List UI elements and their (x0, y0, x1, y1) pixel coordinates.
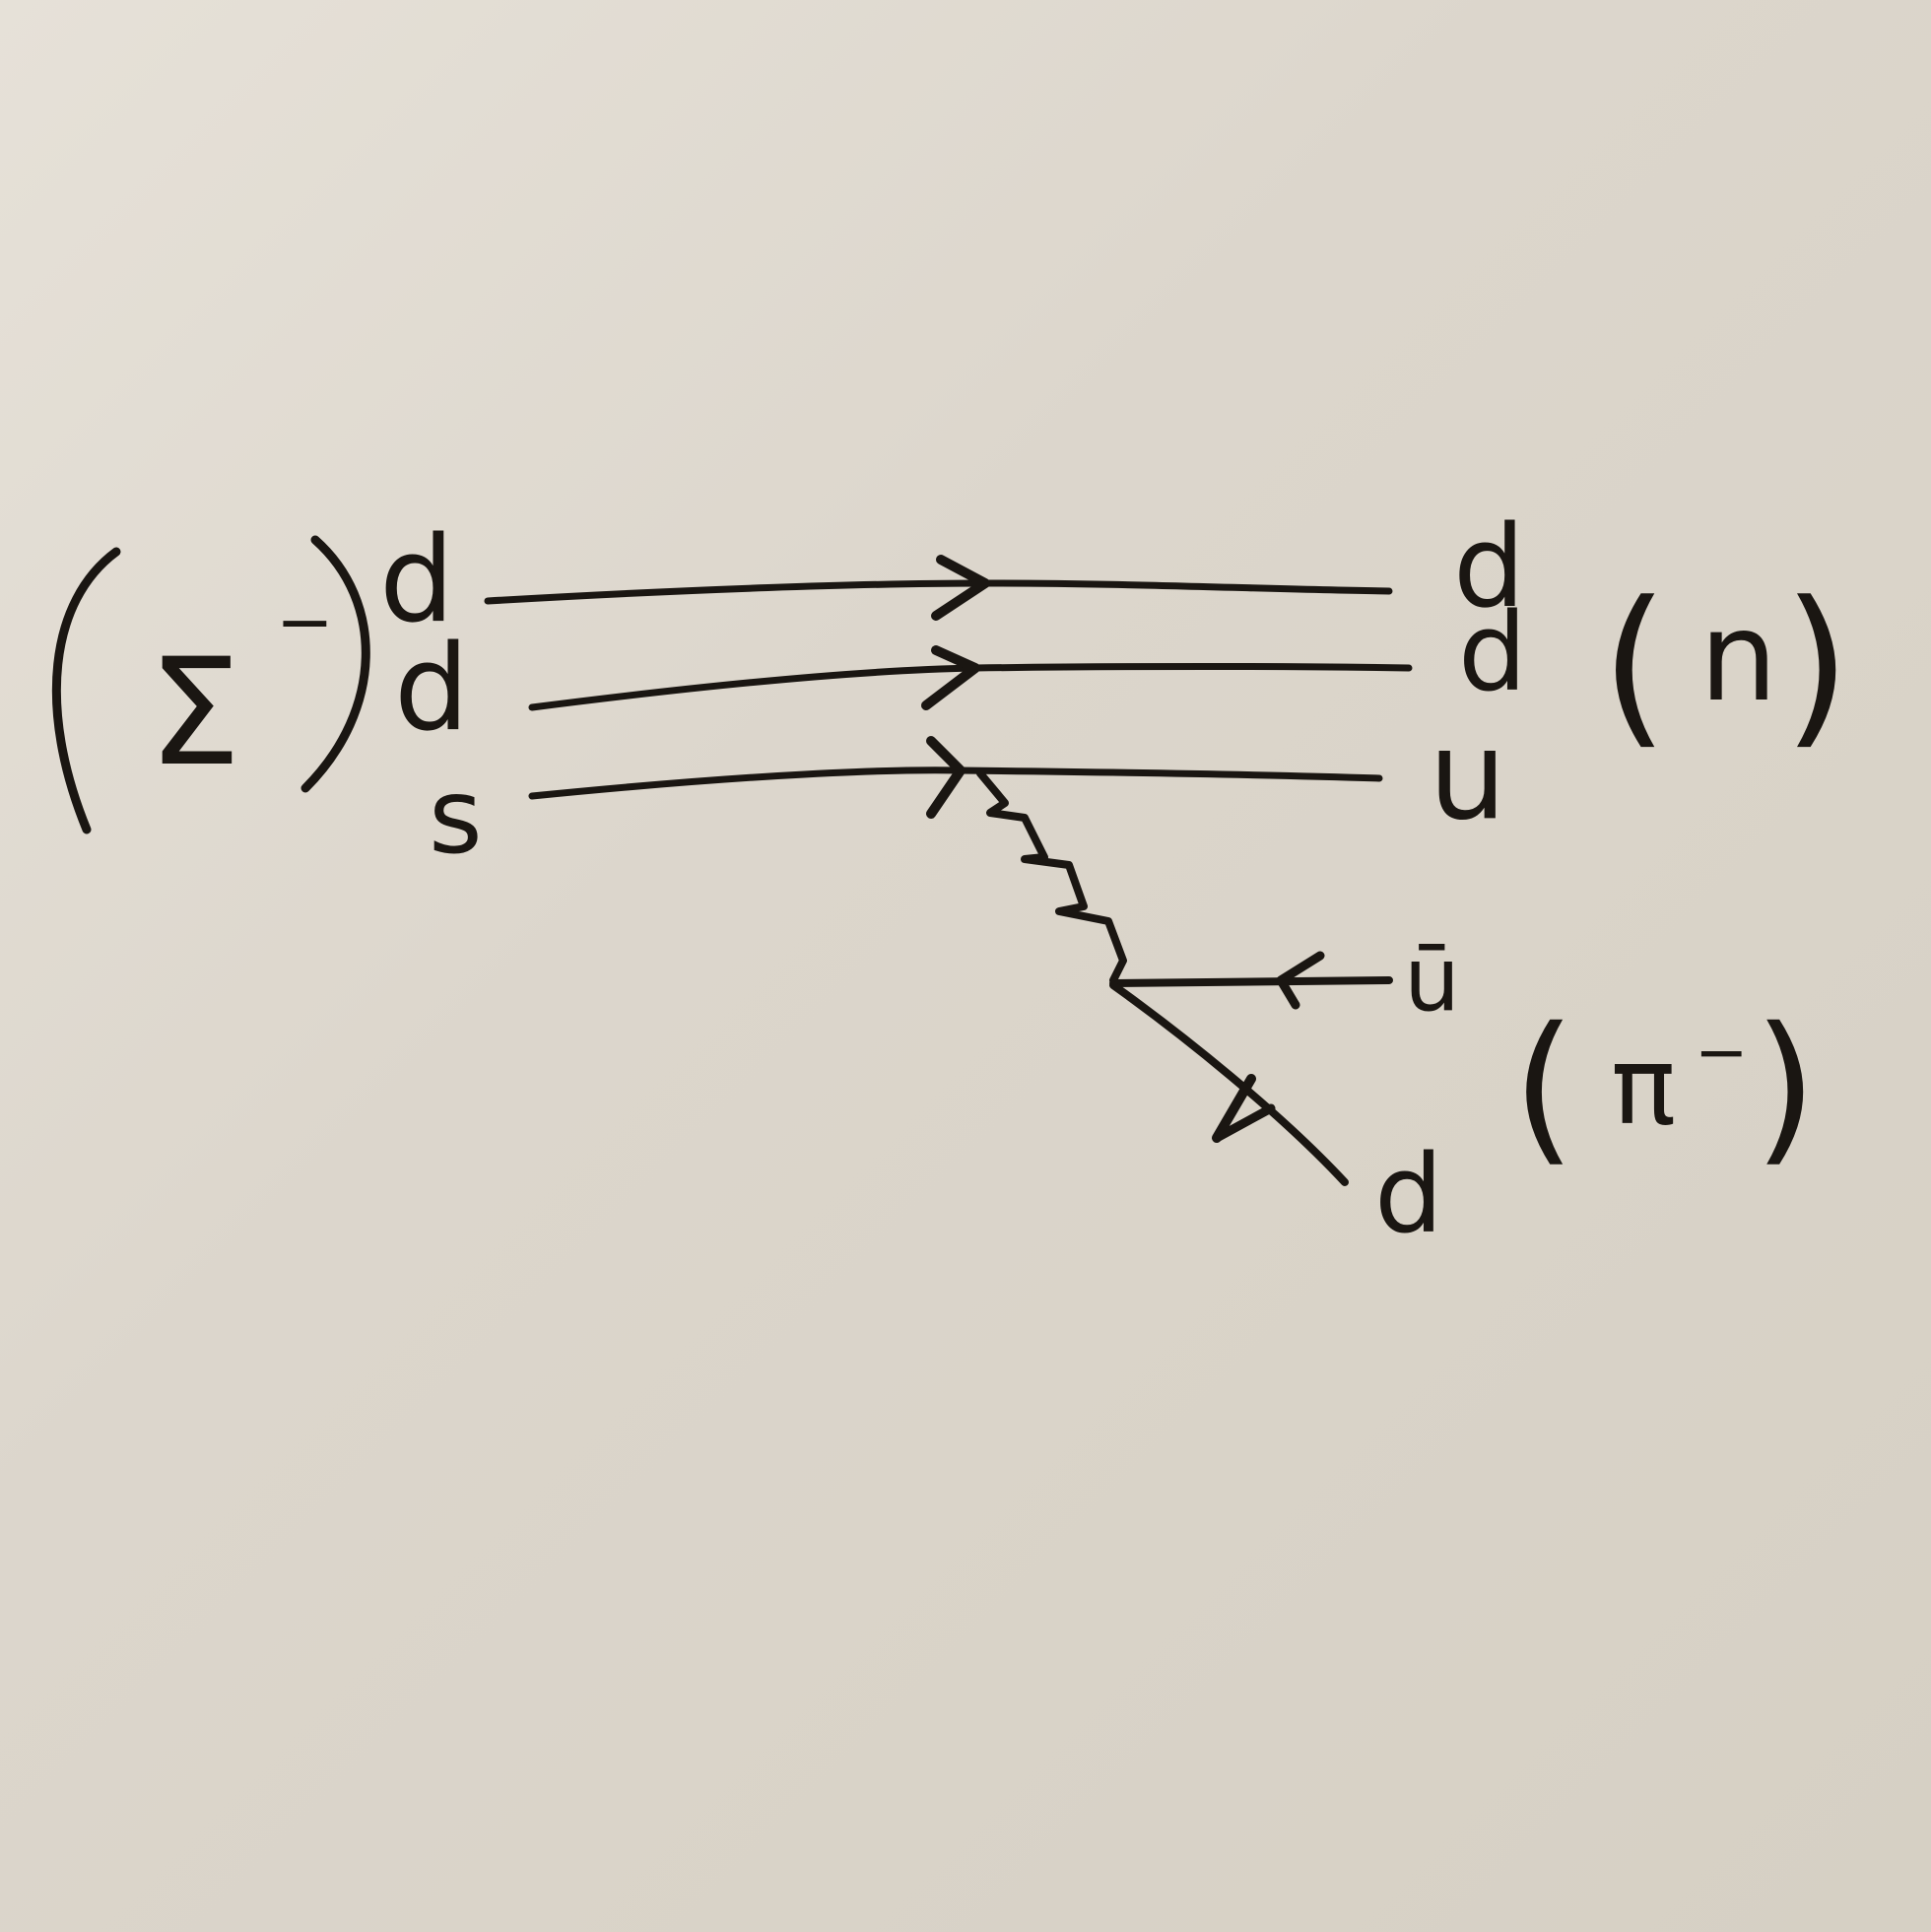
arrow-quark-d-meson-head (1212, 1103, 1276, 1143)
pion-charge: − (1695, 1016, 1748, 1090)
sigma-symbol: Σ (148, 628, 241, 799)
pion-paren-close: ) (1754, 992, 1817, 1181)
arrow-quark-bottom (926, 736, 966, 819)
neutron-symbol: n (1699, 586, 1777, 729)
initial-quark-s: s (429, 757, 483, 877)
final-quark-u: u (1429, 704, 1506, 847)
arrow-quark-middle (921, 645, 980, 710)
sigma-paren-open (51, 547, 121, 834)
arrow-antiquark-ubar (1276, 951, 1325, 1010)
initial-quark-d-middle: d (394, 621, 469, 758)
arrow-quark-d-meson (1212, 1074, 1256, 1143)
w-boson-wavy-line (976, 769, 1127, 984)
neutron-paren-open: ( (1601, 566, 1668, 766)
quark-line-top (484, 579, 1393, 605)
initial-quark-d-top: d (379, 512, 454, 649)
meson-quark-ubar: ū (1404, 928, 1460, 1032)
pion-paren-open: ( (1512, 992, 1575, 1181)
meson-quark-d: d (1374, 1131, 1443, 1257)
pion-symbol: π (1611, 1023, 1676, 1149)
antiquark-line-ubar (1109, 976, 1393, 987)
final-quark-d-middle: d (1458, 589, 1527, 715)
sigma-charge: − (276, 581, 334, 662)
sigma-paren-close (300, 535, 370, 793)
final-quark-d-top: d (1453, 501, 1525, 633)
neutron-paren-close: ) (1783, 566, 1850, 766)
quark-line-d-meson (1109, 981, 1349, 1186)
arrow-quark-top (931, 555, 990, 621)
